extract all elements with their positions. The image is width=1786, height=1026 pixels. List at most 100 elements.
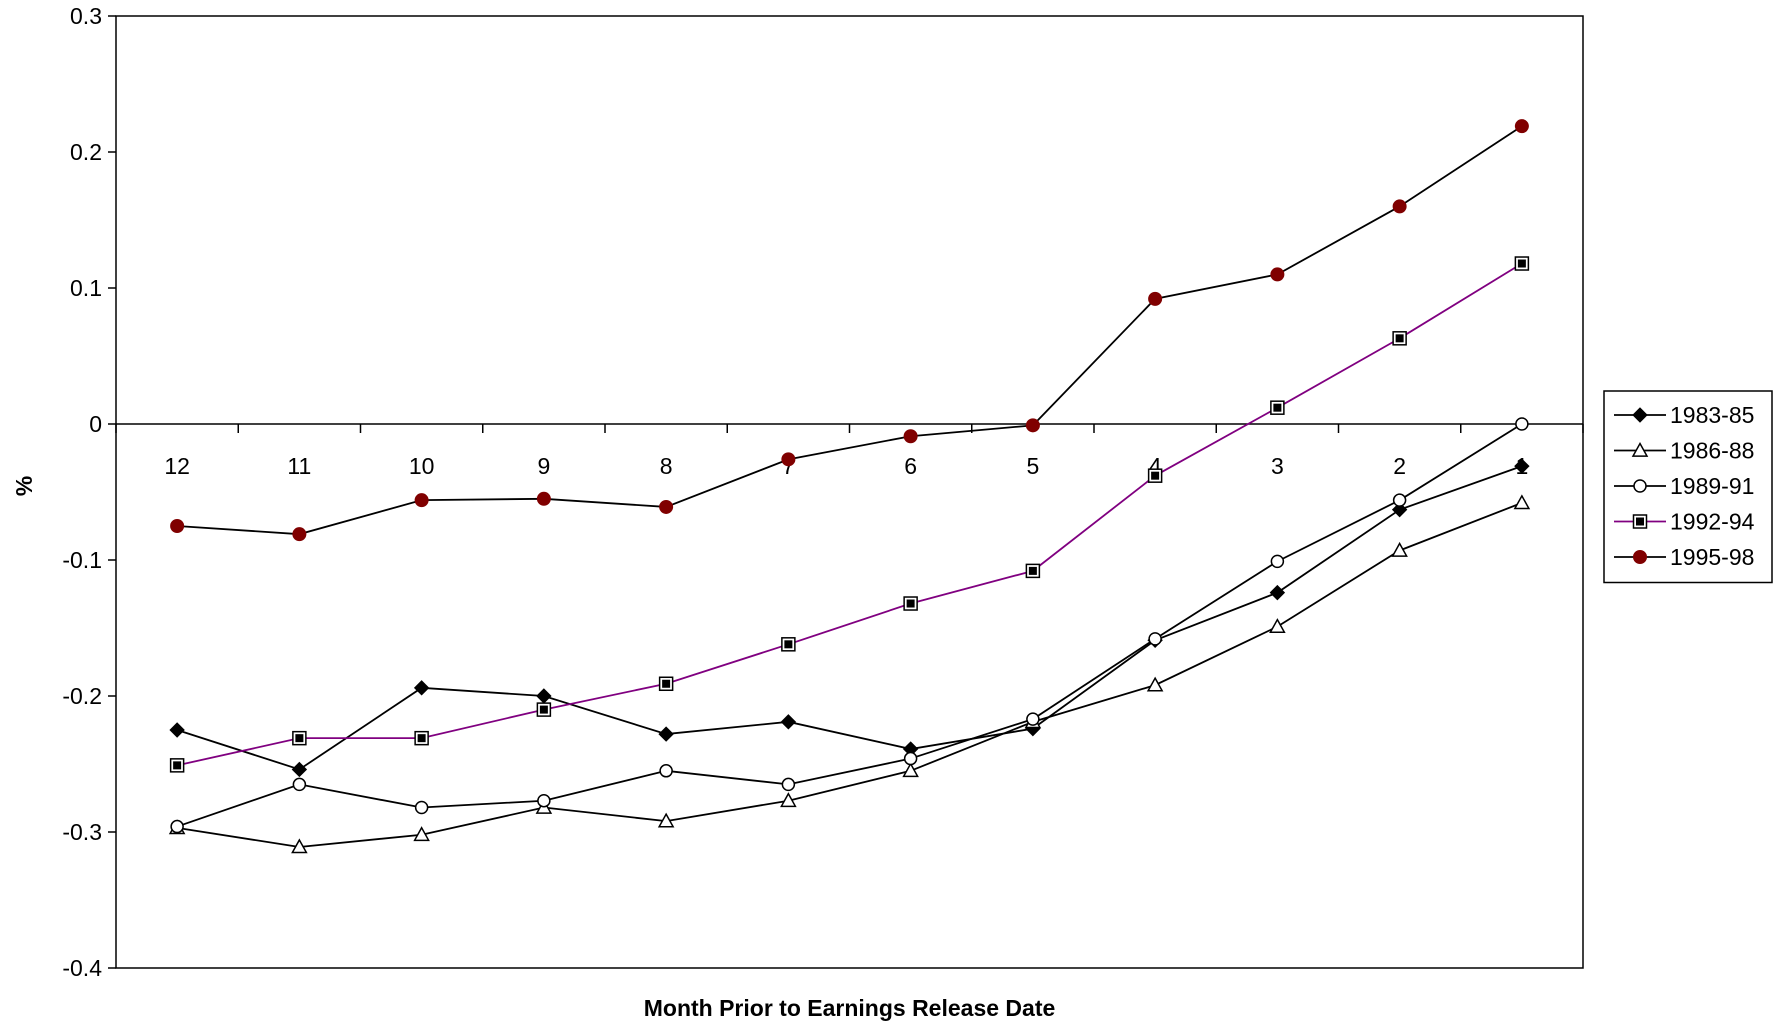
data-point [1148, 291, 1163, 306]
data-point [781, 637, 796, 652]
y-tick-label: -0.3 [62, 819, 102, 845]
y-tick-label: 0.1 [70, 275, 102, 301]
plot-area [115, 15, 1584, 969]
data-point [658, 676, 674, 692]
legend-item: 1995-98 [1614, 544, 1754, 570]
data-point [1269, 584, 1286, 601]
data-point [413, 680, 430, 696]
axes [115, 15, 1584, 969]
data-point [292, 527, 307, 542]
x-axis-title: Month Prior to Earnings Release Date [644, 995, 1056, 1021]
data-point [903, 596, 918, 611]
data-point [291, 838, 308, 854]
x-tick-label: 10 [409, 453, 435, 479]
y-tick-label: 0.2 [70, 139, 102, 165]
y-axis-title: % [11, 476, 37, 496]
series-line [177, 125, 1523, 536]
legend-label: 1989-91 [1670, 473, 1754, 499]
legend-item: 1983-85 [1614, 402, 1754, 428]
data-point [291, 761, 308, 778]
y-tick-label: -0.4 [62, 955, 102, 981]
x-tick-label: 12 [164, 453, 190, 479]
data-point [781, 777, 796, 792]
data-point [781, 452, 796, 467]
legend-label: 1986-88 [1670, 438, 1754, 464]
data-point [292, 777, 307, 792]
data-point [1513, 494, 1531, 510]
legend-marker [1632, 407, 1648, 423]
series-line [176, 465, 1523, 771]
x-tick-label: 11 [287, 453, 311, 479]
data-point [1148, 632, 1162, 646]
x-tick-label: 2 [1393, 453, 1406, 479]
data-point [659, 764, 673, 778]
data-point [169, 758, 185, 773]
data-point [1515, 417, 1529, 431]
data-point [780, 792, 797, 808]
y-tick-label: 0.3 [70, 3, 102, 29]
legend-item: 1989-91 [1614, 473, 1754, 499]
data-point [1146, 676, 1164, 692]
data-point [1514, 119, 1529, 134]
series-lines [168, 119, 1531, 854]
data-point [1270, 400, 1285, 415]
data-point [1514, 256, 1530, 271]
x-tick-label: 8 [660, 453, 673, 479]
data-point [1269, 618, 1286, 633]
x-tick-label: 6 [904, 453, 917, 479]
y-tick-label: -0.1 [62, 547, 102, 573]
x-tick-label: 5 [1026, 453, 1039, 479]
data-point [414, 493, 429, 508]
data-point [413, 826, 430, 842]
series-1995-98 [170, 119, 1529, 542]
data-point [292, 730, 307, 746]
y-tick-label: 0 [89, 411, 102, 437]
data-point [1392, 493, 1407, 507]
legend-marker [1631, 441, 1649, 457]
series-line [176, 502, 1523, 848]
data-point [536, 491, 551, 506]
data-point [1270, 554, 1285, 569]
data-point [1391, 501, 1408, 518]
series-line [176, 423, 1523, 828]
data-point [780, 714, 797, 730]
legend-marker [1633, 550, 1647, 564]
series-1992-94 [169, 256, 1530, 773]
data-point [1270, 267, 1285, 282]
legend-marker [1633, 479, 1647, 493]
legend-item: 1992-94 [1614, 509, 1755, 535]
data-point [1025, 418, 1040, 433]
data-point [1391, 541, 1408, 557]
data-point [1392, 331, 1407, 346]
data-point [1392, 199, 1407, 214]
data-point [1025, 563, 1041, 579]
legend-item: 1986-88 [1614, 438, 1754, 464]
data-point [537, 793, 551, 808]
x-axis-ticks: 121110987654321 [115, 423, 1584, 479]
data-point [169, 722, 185, 738]
data-point [903, 429, 918, 444]
data-point [414, 800, 429, 815]
data-point [658, 726, 674, 742]
data-point [659, 499, 674, 514]
series-line [176, 262, 1523, 767]
legend-label: 1992-94 [1670, 509, 1755, 535]
legend-label: 1995-98 [1670, 544, 1754, 570]
legend-marker [1632, 514, 1648, 529]
legend: 1983-85 1986-88 1989-91 1992-94 1995-98 [1603, 390, 1773, 584]
y-axis-ticks: -0.4 -0.3 -0.2 -0.1 0 0.1 0.2 0.3 [62, 3, 116, 981]
data-point [1147, 468, 1163, 483]
data-point [536, 702, 552, 717]
series-1989-91 [170, 417, 1529, 834]
data-point [902, 762, 919, 778]
data-point [170, 519, 185, 533]
data-point [657, 812, 675, 828]
data-point [903, 751, 918, 766]
data-point [1026, 712, 1040, 726]
data-point [414, 730, 429, 746]
legend-label: 1983-85 [1670, 402, 1754, 428]
data-point [1514, 458, 1530, 474]
x-tick-label: 9 [537, 453, 550, 479]
data-point [170, 819, 184, 834]
